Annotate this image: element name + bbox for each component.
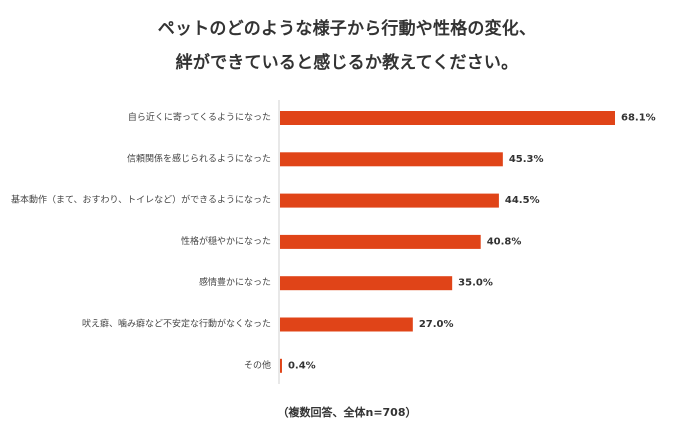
data-label: 44.5%	[505, 195, 540, 206]
bar	[280, 193, 499, 208]
category-label: 信頼関係を感じられるようになった	[127, 152, 271, 164]
category-label: その他	[244, 359, 271, 371]
sample-size-note: （複数回答、全体n=708）	[277, 406, 417, 419]
bar	[280, 152, 503, 167]
chart-title-line-1: ペットのどのような様子から行動や性格の変化、	[157, 19, 537, 39]
bar	[280, 111, 615, 125]
data-label: 35.0%	[458, 278, 493, 289]
data-label: 40.8%	[487, 236, 522, 247]
data-label: 0.4%	[288, 360, 316, 371]
data-label: 68.1%	[621, 113, 656, 124]
bar	[280, 234, 481, 249]
chart-title-line-2: 絆ができていると感じるか教えてください。	[175, 53, 519, 73]
bar-chart: 自ら近くに寄ってくるようになった 68.1% 信頼関係を感じられるようになった 45.…	[11, 100, 656, 384]
category-label: 基本動作（まて、おすわり、トイレなど）ができるようになった	[11, 194, 271, 206]
data-label: 27.0%	[419, 319, 454, 330]
bar	[280, 276, 453, 291]
bar	[280, 358, 282, 373]
category-label: 性格が穏やかになった	[181, 235, 271, 247]
category-label: 吠え癖、噛み癖など不安定な行動がなくなった	[82, 318, 271, 330]
data-label: 45.3%	[509, 154, 544, 165]
bar	[280, 317, 413, 332]
category-label: 自ら近くに寄ってくるようになった	[128, 111, 271, 123]
category-label: 感情豊かになった	[199, 276, 271, 288]
